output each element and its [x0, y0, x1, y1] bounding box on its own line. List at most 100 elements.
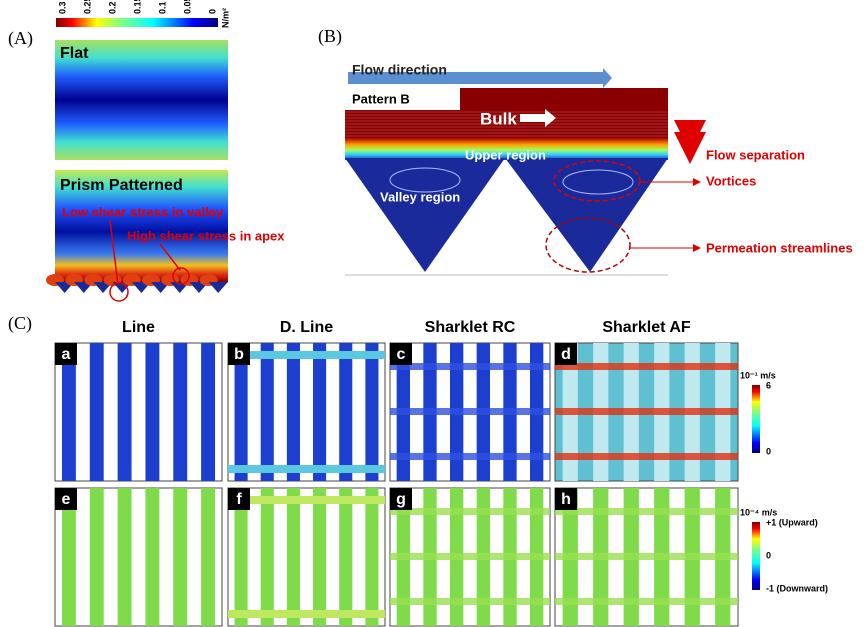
panel-label: (A) — [8, 28, 33, 49]
tag-box — [555, 343, 577, 365]
stripe — [313, 343, 327, 481]
panel-tag: e — [62, 491, 71, 508]
callout: Vortices — [706, 173, 756, 188]
stripe — [234, 488, 248, 626]
colorbar-tick: 0.15 — [132, 0, 142, 14]
stripe — [234, 343, 248, 481]
panel-tag: f — [236, 491, 242, 508]
valley — [505, 158, 668, 272]
streamline — [389, 167, 461, 193]
bulk-arrow — [520, 109, 556, 127]
annotation: High shear stress in apex — [127, 228, 285, 243]
colorbar-tick: 0.1 — [157, 1, 167, 14]
tag-box — [228, 343, 250, 365]
stripe — [260, 488, 274, 626]
prism-title: Prism Patterned — [60, 177, 183, 194]
prism-field — [55, 170, 228, 282]
panel-label: (C) — [8, 313, 32, 334]
stripe — [117, 343, 132, 481]
callout: Permeation streamlines — [706, 240, 853, 255]
annotation: Low shear stress in valley — [62, 204, 224, 219]
stripe — [117, 488, 132, 626]
colorbar-tick: 0 — [766, 550, 771, 560]
panel-tag: g — [396, 491, 406, 508]
stripe — [286, 488, 300, 626]
colorbar-tick: 0.3 — [57, 1, 67, 14]
stripe — [173, 488, 188, 626]
cross-channel — [228, 351, 385, 359]
marker-circle — [172, 267, 190, 285]
stripe — [201, 343, 216, 481]
cross-channel — [390, 553, 550, 560]
panel-tag: h — [561, 491, 571, 508]
colorbar-tick: 0 — [766, 446, 771, 456]
bulk-label: Bulk — [480, 109, 517, 128]
stripe — [365, 488, 379, 626]
stripe — [145, 343, 160, 481]
flat-title: Flat — [60, 45, 89, 62]
stripe — [145, 488, 160, 626]
valley — [345, 158, 505, 272]
flow-panel — [54, 342, 223, 482]
cross-channel — [555, 363, 738, 370]
pattern-label: Pattern B — [352, 91, 410, 106]
cross-channel — [555, 598, 738, 605]
tag-box — [55, 488, 77, 510]
stripe — [61, 343, 76, 481]
colorbar-unit: 10⁻⁴ m/s — [740, 507, 777, 517]
marker-circle — [109, 282, 129, 302]
column-title: Sharklet AF — [602, 319, 691, 336]
colorbar-unit: N/m² — [220, 8, 230, 28]
stripe — [339, 343, 353, 481]
colorbar-unit: 10⁻¹ m/s — [740, 370, 776, 380]
prism — [208, 282, 228, 293]
vortex-circle — [553, 160, 641, 202]
tag-box — [228, 488, 250, 510]
stripe — [173, 343, 188, 481]
cross-channel — [555, 508, 738, 515]
upper-label: Upper region — [465, 147, 546, 162]
cross-channel — [555, 408, 738, 415]
colorbar-tick: -1 (Downward) — [766, 583, 828, 593]
cross-channel — [390, 598, 550, 605]
streamline — [562, 169, 634, 195]
stripe — [313, 488, 327, 626]
column-title: Sharklet RC — [425, 319, 516, 336]
flow-arrow-head — [603, 68, 612, 88]
colorbar-tick: 0 — [207, 9, 217, 14]
permeation-circle — [545, 217, 631, 273]
stripe — [89, 343, 104, 481]
colorbar — [752, 385, 760, 453]
flow-panel — [54, 487, 223, 627]
cross-channel — [390, 408, 550, 415]
tag-box — [390, 343, 412, 365]
colorbar — [752, 522, 760, 590]
callout: Flow separation — [706, 147, 805, 162]
column-title: D. Line — [280, 319, 333, 336]
colorbar-tick: 0.2 — [107, 1, 117, 14]
flow-panel — [227, 487, 386, 627]
colorbar-tick: 0.05 — [182, 0, 192, 14]
panel-tag: d — [561, 346, 571, 363]
pattern-box — [345, 88, 460, 110]
colorbar — [56, 18, 218, 27]
valley-label: Valley region — [380, 189, 460, 204]
stripe — [61, 488, 76, 626]
stripe — [365, 343, 379, 481]
panel-tag: a — [62, 346, 71, 363]
colorbar-tick: +1 (Upward) — [766, 517, 818, 527]
cross-channel — [228, 610, 385, 618]
panel-label: (B) — [318, 26, 342, 47]
flow-arrow — [348, 72, 603, 84]
stripe — [201, 488, 216, 626]
upper-field — [345, 138, 668, 160]
cross-channel — [390, 453, 550, 460]
tag-box — [55, 343, 77, 365]
panel-tag: c — [397, 346, 406, 363]
colorbar-tick: 0.25 — [82, 0, 92, 14]
cross-channel — [228, 496, 385, 504]
cross-channel — [228, 465, 385, 473]
cross-channel — [390, 363, 550, 370]
flow-label: Flow direction — [352, 62, 447, 78]
